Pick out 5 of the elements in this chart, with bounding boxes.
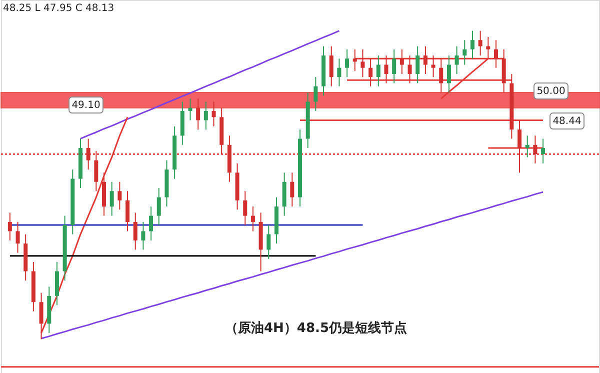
text: 48.25 L 47.95 C 48.13 (3, 3, 114, 14)
annotation: （原油4H）48.5仍是短线节点 (225, 320, 407, 336)
text: 48.44 (552, 116, 582, 127)
annotation: 50.00 (536, 86, 566, 97)
annotation: 49.10 (72, 100, 100, 111)
